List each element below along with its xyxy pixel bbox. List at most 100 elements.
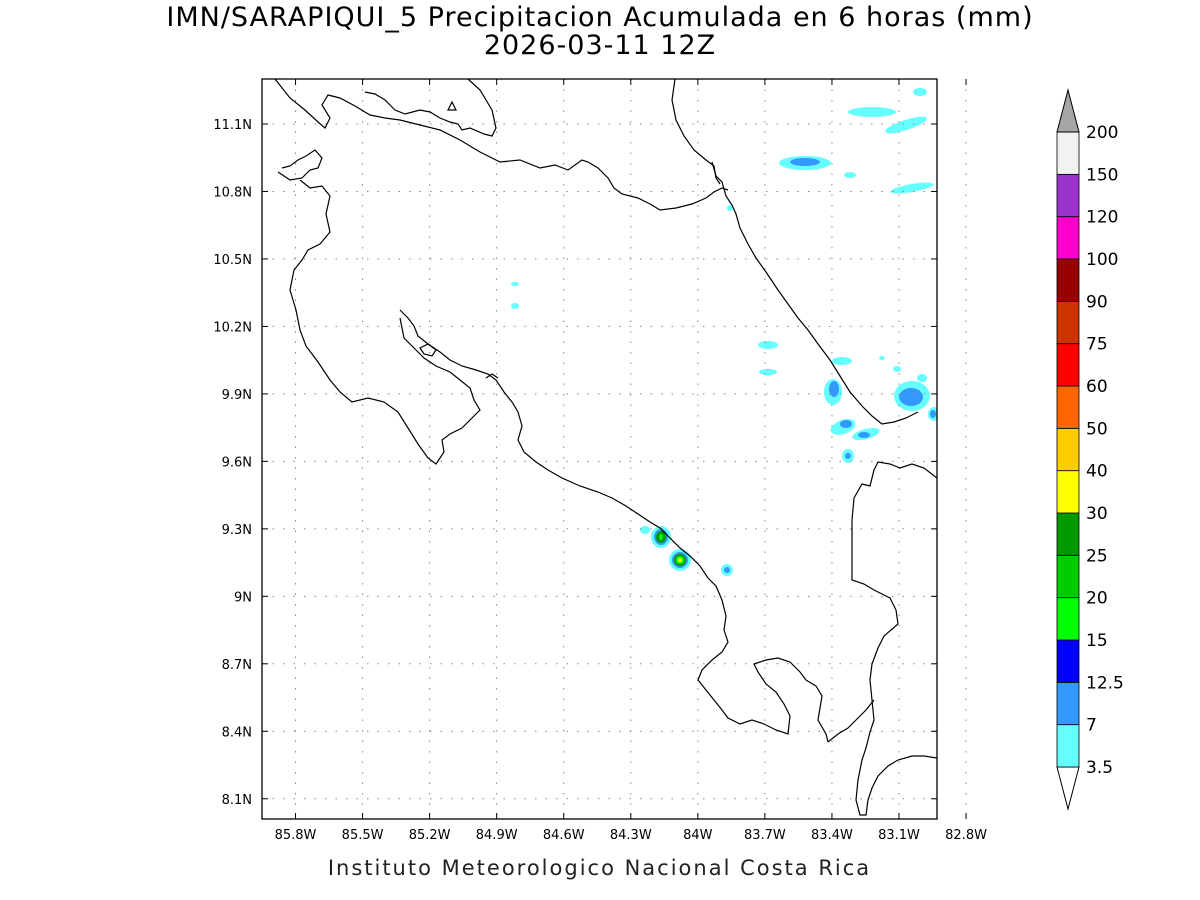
colorbar-label: 60 [1086, 377, 1108, 397]
precip-area [832, 357, 852, 365]
colorbar-band [1056, 597, 1080, 641]
y-tick-label: 11.1N [213, 118, 252, 133]
y-tick-label: 8.7N [222, 658, 252, 673]
gulf-of-nicoya [399, 309, 829, 743]
colorbar-band [1056, 300, 1080, 345]
panama-border [851, 461, 937, 816]
map-title: IMN/SARAPIQUI_5 Precipitacion Acumulada … [0, 4, 1200, 60]
x-tick-label: 84W [683, 828, 713, 843]
colorbar-label: 90 [1086, 292, 1108, 312]
precip-area [678, 558, 682, 562]
colorbar-label: 7 [1086, 716, 1097, 736]
footer-credit: Instituto Meteorologico Nacional Costa R… [327, 856, 872, 880]
y-tick-label: 8.4N [222, 725, 252, 740]
y-tick-label: 10.8N [213, 185, 252, 200]
colorbar-label: 200 [1086, 123, 1118, 143]
x-tick-label: 84.3W [610, 828, 652, 843]
y-tick-label: 9.3N [222, 523, 252, 538]
precip-area [840, 420, 852, 428]
colorbar-band [1056, 258, 1080, 302]
colorbar-label: 25 [1086, 546, 1108, 566]
precip-area [511, 303, 519, 309]
colorbar-label: 3.5 [1086, 758, 1113, 778]
x-tick-label: 85.8W [275, 828, 317, 843]
precip-area [845, 453, 851, 459]
x-tick-label: 84.6W [543, 828, 585, 843]
y-tick-label: 9N [234, 590, 252, 605]
title-line-2: 2026-03-11 12Z [483, 30, 717, 61]
colorbar-band [1056, 681, 1080, 726]
precip-area [893, 366, 901, 372]
precip-area [759, 369, 777, 375]
precip-area [829, 381, 839, 397]
x-tick-label: 82.8W [945, 828, 987, 843]
precip-area [913, 88, 927, 96]
precip-area [899, 388, 923, 406]
colorbar-over-arrow [1056, 88, 1080, 133]
y-tick-label: 8.1N [222, 793, 252, 808]
colorbar-label: 20 [1086, 589, 1108, 609]
colorbar-label: 100 [1086, 250, 1118, 270]
axis-ticks: 85.8W 85.5W 85.2W 84.9W 84.6W 84.3W 84W 83.7W 83… [213, 79, 987, 843]
nicaragua-border [274, 79, 729, 211]
lat-lon-grid [262, 79, 967, 819]
colorbar-band [1056, 385, 1080, 429]
x-tick-label: 85.5W [342, 828, 384, 843]
precip-area [879, 356, 885, 360]
burica-coast [827, 699, 875, 743]
colorbar-band [1056, 470, 1080, 514]
precip-area [858, 432, 870, 438]
x-tick-label: 83.4W [811, 828, 853, 843]
colorbar-band [1056, 131, 1080, 175]
precip-area [659, 534, 663, 540]
colorbar-label: 120 [1086, 208, 1118, 228]
precip-area [844, 172, 856, 178]
lake-nicaragua-shore [364, 79, 497, 137]
colorbar-label: 50 [1086, 419, 1108, 439]
plot-frame [261, 78, 938, 820]
x-tick-label: 84.9W [476, 828, 518, 843]
colorbar-band [1056, 554, 1080, 599]
colorbar-band [1056, 343, 1080, 387]
precip-area [885, 116, 927, 134]
colorbar-label: 15 [1086, 631, 1108, 651]
y-tick-label: 10.5N [213, 253, 252, 268]
colorbar-under-arrow [1056, 766, 1080, 811]
nicoya-inner-island [419, 343, 437, 357]
north-coast [671, 79, 721, 185]
pacific-coast-guanacaste [289, 179, 481, 465]
colorbar-band [1056, 512, 1080, 556]
precipitation-field [511, 88, 937, 576]
colorbar-band [1056, 216, 1080, 260]
coastlines [274, 79, 937, 816]
precip-area [917, 374, 927, 382]
y-tick-label: 9.9N [222, 388, 252, 403]
colorbar-label: 12.5 [1086, 673, 1124, 693]
colorbar-label: 40 [1086, 462, 1108, 482]
precip-area [640, 526, 650, 534]
x-tick-label: 85.2W [409, 828, 451, 843]
precip-area [790, 158, 820, 166]
title-line-1: IMN/SARAPIQUI_5 Precipitacion Acumulada … [166, 2, 1034, 33]
pacific-coast-north [277, 149, 323, 181]
colorbar-band [1056, 639, 1080, 683]
x-tick-label: 83.1W [878, 828, 920, 843]
precip-area [511, 282, 519, 286]
colorbar-band [1056, 724, 1080, 768]
precip-area [930, 410, 936, 418]
colorbar-label: 150 [1086, 165, 1118, 185]
colorbar: 3.5 7 12.5 15 20 25 30 40 50 60 75 90 100 120 150 200 [1056, 88, 1124, 811]
precip-area [724, 567, 730, 573]
colorbar-label: 30 [1086, 504, 1108, 524]
x-tick-label: 83.7W [744, 828, 786, 843]
colorbar-band [1056, 427, 1080, 472]
river-mouth [485, 373, 499, 379]
caribbean-coast [711, 161, 919, 425]
precip-area [758, 341, 778, 349]
lake-island [447, 100, 457, 111]
precip-area [848, 107, 896, 117]
colorbar-band [1056, 173, 1080, 218]
precip-area [727, 205, 733, 211]
colorbar-label: 75 [1086, 335, 1108, 355]
